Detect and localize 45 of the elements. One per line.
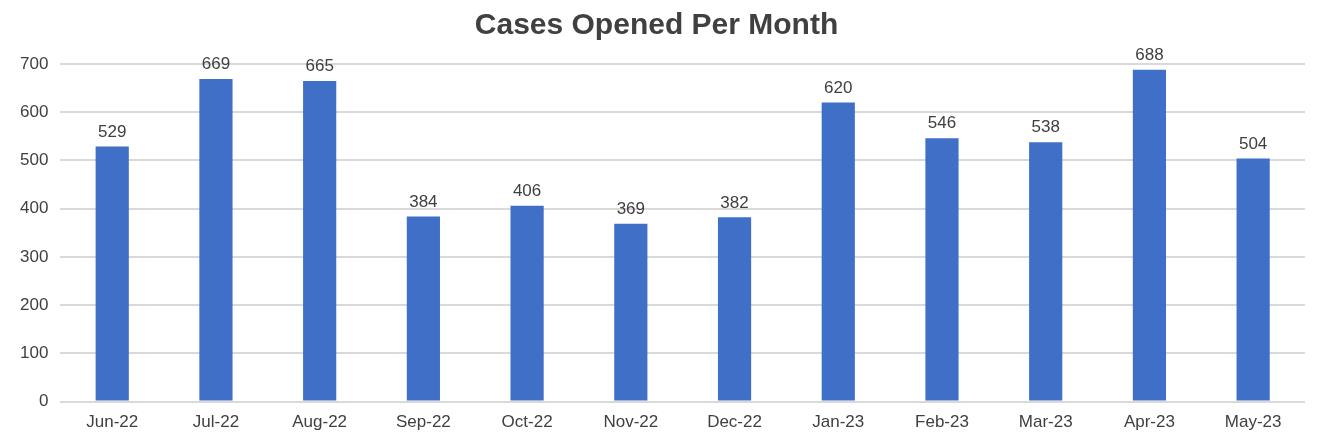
data-label: 529: [98, 121, 127, 141]
x-tick-label: Oct-22: [501, 412, 553, 432]
y-tick-label: 600: [19, 101, 49, 121]
bar: [199, 78, 233, 401]
x-tick-label: Feb-23: [915, 412, 969, 432]
bar: [510, 205, 544, 401]
data-label: 369: [616, 198, 646, 218]
x-tick-label: Jul-22: [192, 412, 240, 432]
bar: [717, 217, 752, 401]
x-tick-label: Mar-23: [1018, 412, 1073, 432]
data-label: 384: [409, 191, 438, 211]
x-tick-label: Aug-22: [292, 412, 348, 432]
bar: [95, 146, 129, 401]
bar: [1236, 158, 1270, 401]
bar: [303, 80, 337, 401]
x-tick-label: May-23: [1224, 412, 1282, 432]
bar: [925, 138, 959, 401]
data-label: 406: [512, 180, 542, 200]
data-label: 504: [1238, 133, 1268, 153]
bar: [406, 216, 440, 401]
x-tick-label: Nov-22: [603, 412, 659, 432]
bar: [821, 102, 855, 401]
y-tick-label: 0: [38, 391, 49, 411]
chart-title: Cases Opened Per Month: [474, 7, 839, 41]
y-tick-label: 400: [19, 198, 49, 218]
y-tick-label: 100: [19, 343, 49, 363]
x-tick-label: Jan-23: [812, 412, 865, 432]
bar: [1132, 69, 1167, 401]
data-label: 688: [1135, 44, 1164, 64]
y-tick-label: 200: [19, 294, 49, 314]
data-label: 665: [305, 56, 334, 76]
y-tick-label: 700: [19, 53, 49, 73]
data-label: 382: [720, 192, 749, 212]
data-label: 538: [1031, 117, 1060, 137]
data-label: 669: [201, 54, 231, 74]
x-tick-label: Apr-23: [1123, 412, 1175, 432]
y-tick-label: 500: [19, 150, 49, 170]
x-tick-label: Dec-22: [707, 412, 762, 432]
data-label: 620: [824, 77, 853, 97]
x-tick-label: Sep-22: [395, 412, 451, 432]
y-tick-label: 300: [19, 246, 49, 266]
bar: [614, 223, 648, 401]
x-tick-label: Jun-22: [86, 412, 139, 432]
data-label: 546: [927, 113, 957, 133]
bar: [1029, 142, 1063, 401]
